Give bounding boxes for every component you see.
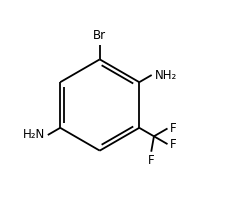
- Text: NH₂: NH₂: [155, 68, 177, 81]
- Text: F: F: [170, 122, 176, 135]
- Text: F: F: [148, 154, 155, 167]
- Text: Br: Br: [93, 29, 106, 42]
- Text: H₂N: H₂N: [22, 129, 45, 142]
- Text: F: F: [170, 138, 176, 151]
